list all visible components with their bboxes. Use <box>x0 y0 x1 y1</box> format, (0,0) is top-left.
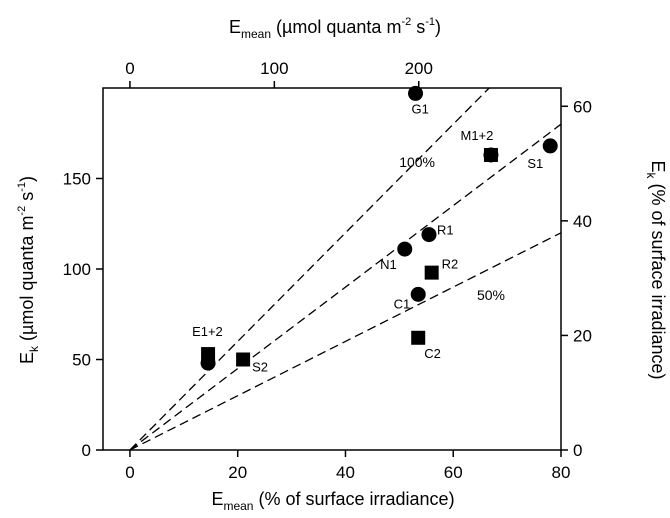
left-axis-title-sub: k <box>27 345 41 352</box>
left-tick-label: 100 <box>63 260 91 279</box>
top-axis-title: Emean (µmol quanta m-2 s-1) <box>229 16 441 41</box>
left-axis-title-sup1: -2 <box>16 206 28 216</box>
top-axis-title-part3: ) <box>435 17 441 37</box>
bottom-tick-label: 20 <box>228 463 247 482</box>
reference-line-3 <box>129 232 562 451</box>
top-axis-title-main: E <box>229 17 241 37</box>
top-axis-title-sup1: -2 <box>401 16 411 28</box>
reference-line-1 <box>129 87 490 451</box>
data-point-label: C2 <box>424 346 441 361</box>
data-point-label: S1 <box>527 156 543 171</box>
right-tick-label: 40 <box>573 212 592 231</box>
bottom-axis-title: Emean (% of surface irradiance) <box>211 489 454 513</box>
left-axis-title-part3: ) <box>17 176 37 182</box>
reference-line-label-1: 100% <box>399 154 435 170</box>
left-axis-title: Ek (µmol quanta m-2 s-1) <box>16 176 41 364</box>
right-axis-title: Ek (% of surface irradiance) <box>644 160 668 379</box>
left-axis-title-part1: (µmol quanta m <box>17 216 37 346</box>
right-tick-label: 20 <box>573 326 592 345</box>
top-tick-label: 200 <box>405 59 433 78</box>
data-point-label: N1 <box>380 257 397 272</box>
right-axis-title-sub: k <box>644 172 658 179</box>
bottom-tick-label: 40 <box>336 463 355 482</box>
bottom-axis-title-rest: (% of surface irradiance) <box>253 489 454 509</box>
top-axis-title-sub: mean <box>241 27 271 41</box>
left-tick-label: 0 <box>82 441 91 460</box>
top-axis-title-sup2: -1 <box>425 16 435 28</box>
left-tick-label: 150 <box>63 170 91 189</box>
reference-line-label-3: 50% <box>477 287 505 303</box>
reference-lines: 100% 50% <box>129 87 562 451</box>
left-axis-title-sup2: -1 <box>16 182 28 192</box>
data-point-square <box>236 352 251 367</box>
left-axis-title-main: E <box>17 352 37 364</box>
bottom-axis-title-main: E <box>211 489 223 509</box>
data-point-square <box>201 347 216 362</box>
data-point-label: C1 <box>394 296 411 311</box>
data-point-label: S2 <box>252 360 268 375</box>
left-axis-title-part2: s <box>17 192 37 206</box>
data-point-circle <box>410 286 426 302</box>
data-point-label: R1 <box>437 223 454 238</box>
bottom-tick-label: 80 <box>552 463 571 482</box>
data-point-square <box>411 330 426 345</box>
data-point-circle <box>397 241 413 257</box>
right-axis-title-rest: (% of surface irradiance) <box>648 178 668 379</box>
data-point-label: E1+2 <box>192 324 223 339</box>
data-point-circle <box>408 85 424 101</box>
bottom-tick-label: 60 <box>444 463 463 482</box>
data-points: G1 M1+2 S1 R1 N1 C1 E1+2 R2 C2 S2 <box>192 85 558 375</box>
right-tick-label: 0 <box>573 441 582 460</box>
data-point-label: M1+2 <box>461 128 494 143</box>
data-point-circle <box>421 227 437 243</box>
data-point-label: R2 <box>442 257 459 272</box>
data-point-circle <box>542 138 558 154</box>
data-point-square <box>483 147 498 162</box>
right-tick-label: 60 <box>573 97 592 116</box>
reference-line-2 <box>129 123 562 451</box>
bottom-axis-title-sub: mean <box>223 499 253 513</box>
top-tick-label: 0 <box>125 59 134 78</box>
left-tick-label: 50 <box>72 351 91 370</box>
top-axis-title-part1: (µmol quanta m <box>271 17 401 37</box>
bottom-tick-label: 0 <box>125 463 134 482</box>
right-axis-title-main: E <box>648 160 668 172</box>
top-tick-label: 100 <box>260 59 288 78</box>
data-point-label: G1 <box>412 101 429 116</box>
top-axis-title-part2: s <box>411 17 425 37</box>
data-point-square <box>424 265 439 280</box>
